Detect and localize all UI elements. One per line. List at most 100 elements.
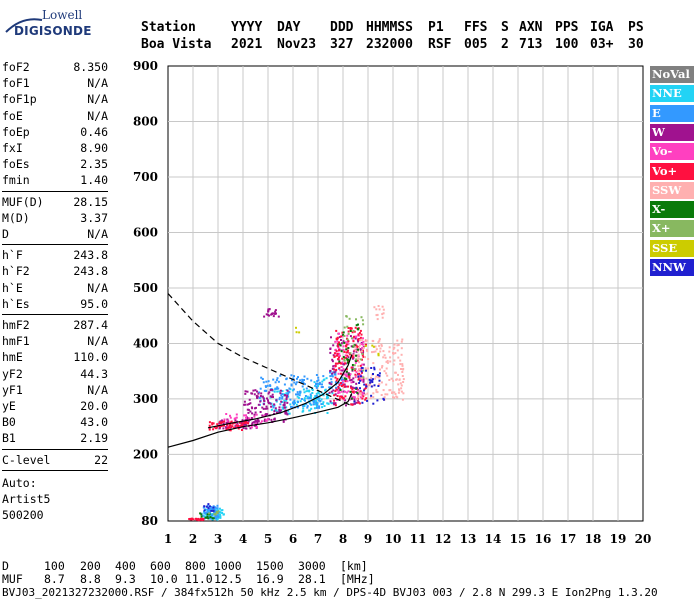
header-label-1: YYYY bbox=[231, 20, 263, 35]
y-tick-400: 400 bbox=[133, 336, 158, 350]
point-5-0-9 bbox=[386, 374, 389, 377]
point-4-1-44 bbox=[337, 358, 340, 361]
point-1-1-42 bbox=[290, 374, 293, 377]
point-6-0-10 bbox=[342, 356, 345, 358]
point-3-0-8 bbox=[344, 341, 347, 344]
point-3-0-49 bbox=[338, 332, 340, 335]
point-4-1-90 bbox=[350, 403, 353, 406]
point-3-0-66 bbox=[334, 348, 337, 351]
point-4-0-58 bbox=[241, 422, 244, 425]
point-6-0-13 bbox=[345, 378, 348, 381]
point-2-1-65 bbox=[264, 407, 267, 410]
point-4-1-13 bbox=[334, 390, 337, 393]
x-tick-14: 14 bbox=[485, 532, 502, 546]
point-4-1-101 bbox=[338, 361, 341, 364]
point-5-1-4 bbox=[375, 314, 378, 317]
point-2-1-81 bbox=[244, 403, 247, 406]
point-3-1-30 bbox=[245, 414, 247, 417]
param-foes-key: foEs bbox=[2, 157, 30, 172]
point-1-1-118 bbox=[292, 388, 295, 391]
param-4-g4: yF1 N/A bbox=[2, 382, 108, 398]
point-3-0-16 bbox=[346, 374, 348, 377]
point-5-0-139 bbox=[396, 344, 399, 347]
point-1-0-46 bbox=[207, 511, 209, 514]
point-3-0-36 bbox=[338, 389, 341, 392]
point-5-0-141 bbox=[393, 343, 396, 346]
param-1-g3-key: h`F2 bbox=[2, 264, 30, 279]
point-4-1-32 bbox=[347, 349, 349, 352]
point-5-1-2 bbox=[376, 313, 379, 316]
point-2-1-110 bbox=[270, 418, 273, 421]
point-2-3-15 bbox=[277, 315, 280, 318]
point-1-1-18 bbox=[267, 380, 270, 383]
header-value-4: 232000 bbox=[366, 37, 413, 52]
x-tick-4: 4 bbox=[239, 532, 247, 546]
separator-2 bbox=[2, 244, 108, 246]
point-7-1-3 bbox=[217, 510, 220, 513]
point-1-1-4 bbox=[296, 377, 298, 380]
point-5-0-98 bbox=[402, 381, 405, 383]
point-5-0-148 bbox=[378, 376, 381, 379]
point-2-2-53 bbox=[348, 374, 351, 377]
y-tick-80: 80 bbox=[141, 514, 158, 528]
point-1-1-133 bbox=[312, 401, 315, 404]
point-2-1-98 bbox=[251, 412, 254, 415]
point-5-0-4 bbox=[369, 397, 372, 400]
point-9-0-13 bbox=[363, 389, 365, 392]
x-tick-12: 12 bbox=[435, 532, 452, 546]
point-0-0-29 bbox=[211, 518, 214, 521]
point-2-1-112 bbox=[275, 399, 278, 402]
x-tick-1: 1 bbox=[164, 532, 172, 546]
point-2-1-69 bbox=[250, 392, 253, 395]
param-7-g4: B1 2.19 bbox=[2, 430, 108, 446]
point-3-0-70 bbox=[352, 395, 355, 398]
point-5-0-124 bbox=[398, 388, 400, 391]
point-1-1-107 bbox=[283, 383, 286, 386]
point-1-1-117 bbox=[297, 376, 299, 379]
point-2-1-86 bbox=[246, 417, 249, 420]
point-1-1-14 bbox=[313, 399, 315, 402]
point-4-0-54 bbox=[212, 428, 215, 431]
point-1-0-19 bbox=[216, 504, 219, 507]
point-5-0-129 bbox=[395, 395, 398, 398]
point-0-2-6 bbox=[313, 381, 316, 384]
point-4-1-66 bbox=[348, 376, 351, 379]
point-2-1-82 bbox=[254, 389, 257, 392]
point-1-1-53 bbox=[303, 383, 306, 386]
point-0-1-70 bbox=[313, 407, 316, 410]
point-6-0-27 bbox=[338, 343, 341, 346]
point-1-2-23 bbox=[332, 371, 335, 374]
point-9-0-3 bbox=[369, 381, 372, 384]
point-0-1-108 bbox=[275, 409, 278, 411]
point-4-0-7 bbox=[223, 420, 226, 423]
point-3-0-81 bbox=[336, 398, 339, 401]
point-4-1-119 bbox=[351, 403, 354, 406]
point-4-1-46 bbox=[358, 372, 360, 375]
param-foe-key: foE bbox=[2, 108, 23, 123]
header-value-7: 2 bbox=[501, 37, 509, 52]
point-5-0-30 bbox=[396, 349, 399, 352]
param-foes-value: 2.35 bbox=[80, 157, 108, 172]
point-3-0-94 bbox=[361, 379, 363, 382]
point-0-1-10 bbox=[289, 403, 292, 406]
point-3-1-39 bbox=[223, 418, 226, 421]
point-7-0-11 bbox=[343, 326, 346, 329]
point-3-1-3 bbox=[229, 416, 232, 419]
point-1-1-86 bbox=[309, 397, 312, 400]
point-3-0-55 bbox=[340, 390, 343, 393]
point-5-0-108 bbox=[402, 367, 405, 370]
point-2-2-103 bbox=[328, 381, 331, 384]
x-tick-17: 17 bbox=[560, 532, 577, 546]
point-0-2-24 bbox=[313, 397, 316, 399]
point-1-0-12 bbox=[203, 510, 205, 513]
param-fof2-value: 8.350 bbox=[73, 60, 108, 74]
point-4-1-12 bbox=[362, 355, 365, 358]
point-4-0-16 bbox=[230, 420, 233, 423]
point-5-1-6 bbox=[382, 308, 385, 311]
point-1-0-48 bbox=[209, 517, 212, 520]
point-2-2-96 bbox=[354, 402, 356, 405]
point-2-1-94 bbox=[276, 411, 279, 414]
point-5-0-82 bbox=[384, 356, 387, 359]
point-7-0-9 bbox=[362, 369, 365, 372]
point-5-0-80 bbox=[378, 338, 381, 341]
